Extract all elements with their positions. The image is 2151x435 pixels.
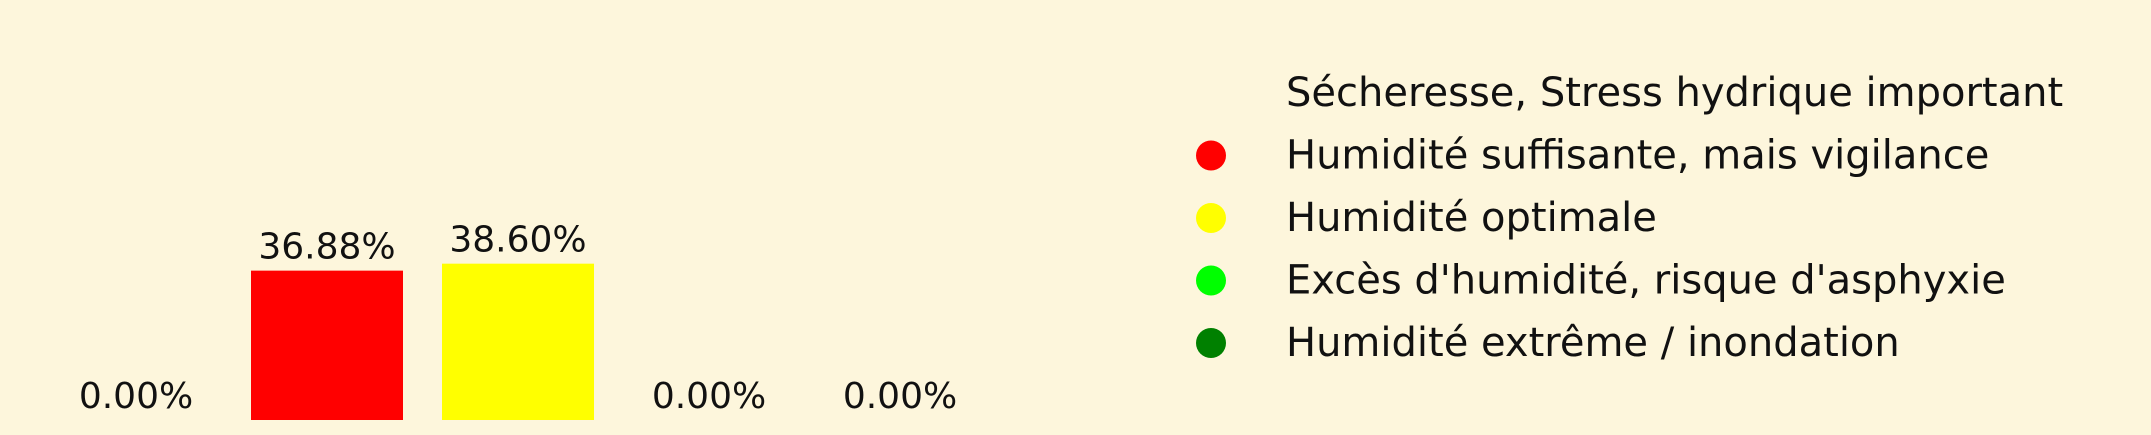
bar-value-label: 0.00% (652, 376, 766, 417)
legend-label: Sécheresse, Stress hydrique important (1286, 70, 2063, 116)
bar-value-labels: 0.00% 36.88% 38.60% 0.00% 0.00% (79, 220, 957, 417)
legend-marker (1196, 140, 1226, 171)
bar-2 (251, 270, 403, 420)
legend-marker (1196, 78, 1226, 108)
bar-value-label: 36.88% (258, 227, 395, 268)
legend-label: Humidité extrême / inondation (1286, 320, 1900, 366)
bar-value-label: 38.60% (449, 220, 586, 261)
legend-label: Excès d'humidité, risque d'asphyxie (1286, 258, 2006, 304)
bar-group (251, 263, 594, 420)
bar-value-label: 0.00% (843, 376, 957, 417)
legend-marker (1196, 265, 1226, 296)
legend-label: Humidité suffisante, mais vigilance (1286, 133, 1989, 179)
legend-marker (1196, 328, 1226, 358)
bar-value-label: 0.00% (79, 376, 193, 417)
legend-marker (1196, 203, 1226, 233)
legend: Sécheresse, Stress hydrique important Hum… (1196, 70, 2063, 366)
bar-3 (442, 263, 594, 420)
legend-label: Humidité optimale (1286, 195, 1657, 241)
